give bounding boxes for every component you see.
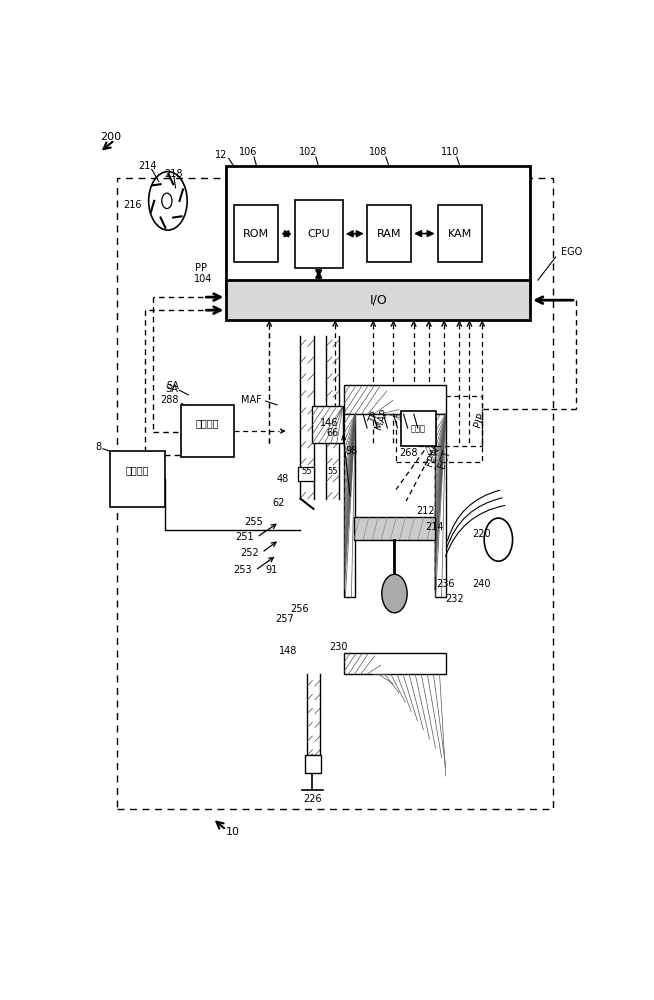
Text: 8: 8 — [95, 442, 101, 452]
Text: 48: 48 — [276, 474, 288, 484]
Text: 236: 236 — [437, 579, 455, 589]
Bar — [226, 280, 530, 320]
Text: 98: 98 — [346, 446, 358, 456]
Circle shape — [382, 574, 407, 613]
Text: 55: 55 — [328, 467, 338, 476]
Bar — [110, 451, 165, 507]
Text: 212: 212 — [417, 506, 435, 516]
Bar — [298, 467, 315, 481]
Bar — [117, 178, 553, 809]
Text: PP: PP — [196, 263, 207, 273]
Text: 232: 232 — [445, 594, 464, 604]
Text: EGO: EGO — [560, 247, 582, 257]
Bar — [354, 517, 435, 540]
Text: 驱动器: 驱动器 — [411, 424, 426, 433]
Bar — [396, 396, 482, 462]
Bar — [226, 166, 530, 293]
Bar — [294, 200, 343, 268]
Text: 146: 146 — [320, 418, 339, 428]
Text: RAM: RAM — [377, 229, 401, 239]
Circle shape — [484, 518, 513, 561]
Text: ECT: ECT — [437, 448, 453, 469]
Bar — [434, 414, 445, 597]
Text: 214: 214 — [139, 161, 157, 171]
Bar — [234, 205, 279, 262]
Bar — [438, 205, 482, 262]
Text: ROM: ROM — [243, 229, 269, 239]
Text: 10: 10 — [226, 827, 240, 837]
Text: 253: 253 — [233, 565, 252, 575]
Text: PIP: PIP — [472, 412, 487, 429]
Bar — [401, 411, 436, 446]
Text: TP: TP — [368, 410, 381, 425]
Bar — [305, 755, 321, 773]
Text: 257: 257 — [275, 614, 294, 624]
Text: FPW: FPW — [425, 444, 441, 467]
Text: SA: SA — [167, 381, 180, 391]
Text: 55: 55 — [301, 467, 312, 476]
Text: CPU: CPU — [307, 229, 330, 239]
Text: 108: 108 — [369, 147, 387, 157]
Text: 104: 104 — [194, 274, 213, 284]
Text: 288: 288 — [161, 395, 179, 405]
Text: 12: 12 — [215, 150, 228, 160]
Bar — [181, 405, 234, 457]
Text: 200: 200 — [101, 132, 122, 142]
Text: 252: 252 — [241, 548, 259, 558]
Text: 230: 230 — [329, 642, 347, 652]
Text: 226: 226 — [303, 794, 322, 804]
Text: 214: 214 — [425, 522, 444, 532]
Text: 燃料系统: 燃料系统 — [126, 466, 149, 476]
Text: MAF: MAF — [241, 395, 262, 405]
Text: 216: 216 — [123, 200, 142, 210]
Text: 148: 148 — [279, 646, 297, 656]
Text: 点火系统: 点火系统 — [196, 418, 219, 428]
Text: 220: 220 — [473, 529, 491, 539]
Text: 268: 268 — [400, 448, 418, 458]
Bar — [367, 205, 411, 262]
Text: 240: 240 — [472, 579, 490, 589]
Text: 256: 256 — [290, 604, 309, 614]
Text: 218: 218 — [165, 169, 183, 179]
Text: 255: 255 — [245, 517, 263, 527]
Text: MAP: MAP — [373, 408, 390, 431]
Text: 110: 110 — [441, 147, 459, 157]
Text: 66: 66 — [326, 428, 339, 438]
Text: 62: 62 — [272, 498, 284, 508]
Text: I/O: I/O — [370, 294, 387, 307]
Bar — [344, 414, 356, 597]
Text: 106: 106 — [239, 147, 257, 157]
Bar — [344, 385, 445, 414]
Text: KAM: KAM — [448, 229, 472, 239]
Text: 251: 251 — [235, 532, 254, 542]
Text: 91: 91 — [266, 565, 277, 575]
Bar — [344, 653, 445, 674]
Bar — [313, 406, 343, 443]
Text: SA: SA — [165, 384, 178, 394]
Text: 102: 102 — [299, 147, 318, 157]
